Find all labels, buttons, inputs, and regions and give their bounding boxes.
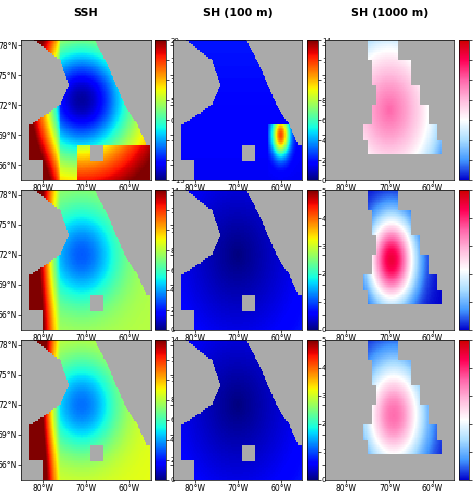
Text: (d): (d) xyxy=(79,355,93,365)
Text: SH (1000 m): SH (1000 m) xyxy=(351,8,428,18)
Text: (c): (c) xyxy=(383,205,396,215)
Text: SH (100 m): SH (100 m) xyxy=(203,8,273,18)
Text: (a): (a) xyxy=(79,205,93,215)
Text: SSH: SSH xyxy=(73,8,99,18)
Text: (b): (b) xyxy=(231,205,245,215)
Text: (e): (e) xyxy=(231,355,245,365)
Text: (f): (f) xyxy=(384,355,395,365)
